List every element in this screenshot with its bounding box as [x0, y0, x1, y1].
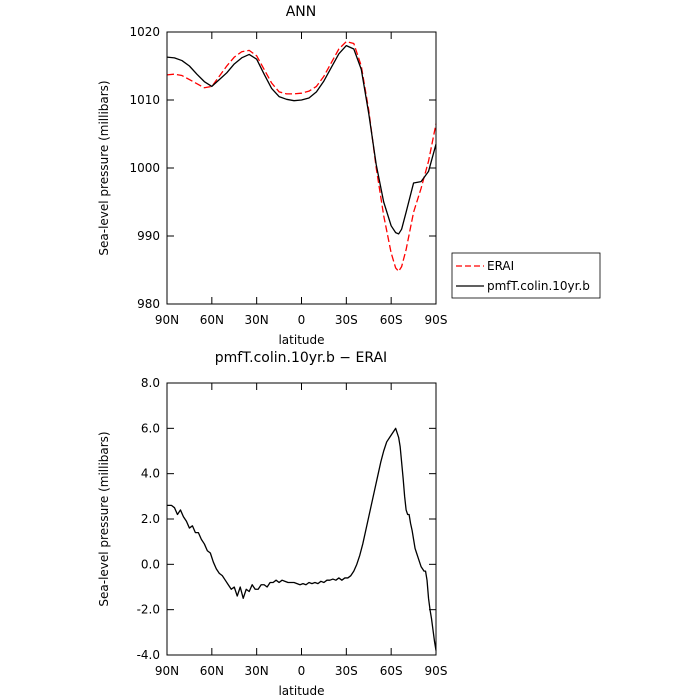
top-plot-frame	[166, 31, 437, 305]
top-x-tick-label: 60S	[380, 313, 403, 327]
bottom-x-tick-label: 0	[298, 664, 306, 678]
bottom-plot-frame	[166, 382, 437, 656]
top-y-tick-label: 1020	[129, 25, 160, 39]
bottom-ticks: 90N 60N 30N 0 30S 60S 90S -4.0 -2.0 0.0 2.0 4.0 6.0 8…	[137, 376, 448, 678]
legend: ERAI pmfT.colin.10yr.b	[451, 252, 601, 299]
bottom-x-tick-label: 30N	[245, 664, 269, 678]
top-y-tick-label: 1010	[129, 93, 160, 107]
top-x-tick-label: 90N	[155, 313, 179, 327]
top-x-tick-label: 30N	[245, 313, 269, 327]
top-y-tick-label: 980	[137, 297, 160, 311]
bottom-panel-title: pmfT.colin.10yr.b − ERAI	[215, 350, 387, 366]
bottom-x-tick-label: 90S	[425, 664, 448, 678]
bottom-y-tick-label: 8.0	[141, 376, 160, 390]
bottom-plot-area	[167, 427, 437, 651]
top-series-line-erai	[166, 40, 437, 273]
bottom-series-line-0	[167, 427, 437, 651]
top-y-axis-label: Sea-level pressure (millibars)	[97, 80, 111, 255]
legend-erai-label: ERAI	[487, 259, 514, 273]
top-x-tick-label: 90S	[425, 313, 448, 327]
top-ticks: 90N 60N 30N 0 30S 60S 90S 980 990 1000 1010 1020	[129, 25, 447, 327]
top-x-tick-label: 0	[298, 313, 306, 327]
bottom-x-tick-label: 90N	[155, 664, 179, 678]
bottom-y-tick-label: 2.0	[141, 512, 160, 526]
top-panel: ANN 90N 60N 30N 0 30S 60S 90S 980 990 1000 1010 102…	[97, 4, 601, 347]
bottom-x-tick-label: 30S	[335, 664, 358, 678]
bottom-x-axis-label: latitude	[278, 684, 324, 698]
bottom-y-axis-label: Sea-level pressure (millibars)	[97, 431, 111, 606]
legend-model-label: pmfT.colin.10yr.b	[487, 279, 590, 293]
top-x-tick-label: 30S	[335, 313, 358, 327]
top-series-line-pmft-colin-10yr-b	[166, 44, 437, 235]
bottom-y-tick-label: 4.0	[141, 467, 160, 481]
top-plot-area	[166, 40, 437, 273]
top-panel-title: ANN	[286, 4, 317, 20]
bottom-y-tick-label: -4.0	[137, 648, 160, 662]
bottom-x-tick-label: 60S	[380, 664, 403, 678]
bottom-x-tick-label: 60N	[200, 664, 224, 678]
top-y-tick-label: 990	[137, 229, 160, 243]
bottom-panel: pmfT.colin.10yr.b − ERAI 90N 60N 30N 0 30S 60…	[97, 350, 447, 698]
bottom-y-tick-label: -2.0	[137, 603, 160, 617]
top-x-axis-label: latitude	[278, 333, 324, 347]
top-y-tick-label: 1000	[129, 161, 160, 175]
bottom-y-tick-label: 0.0	[141, 557, 160, 571]
top-x-tick-label: 60N	[200, 313, 224, 327]
legend-box	[451, 252, 601, 299]
bottom-y-tick-label: 6.0	[141, 421, 160, 435]
